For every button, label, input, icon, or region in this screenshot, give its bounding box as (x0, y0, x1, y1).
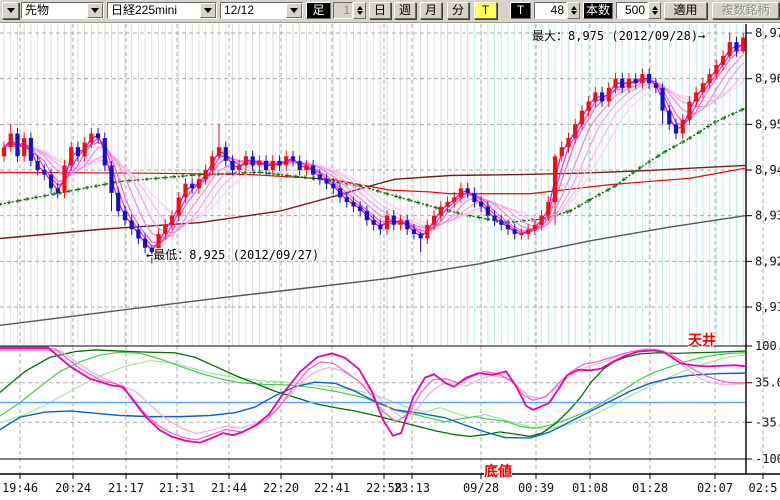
spinner-icon[interactable] (353, 2, 366, 19)
period-minute-button[interactable]: 分 (447, 2, 469, 19)
osc-mid-green (0, 351, 746, 430)
bar-count-stepper[interactable]: 500 (616, 2, 661, 19)
period-month-button[interactable]: 月 (420, 2, 442, 19)
svg-text:35.00: 35.00 (755, 376, 780, 390)
svg-text:8,965: 8,965 (755, 72, 780, 86)
bar-type-label: 足 (306, 2, 331, 19)
category-value: 先物 (25, 3, 50, 17)
svg-text:8,915: 8,915 (755, 300, 780, 314)
svg-text:22:41: 22:41 (314, 481, 350, 495)
svg-text:8,975: 8,975 (755, 26, 780, 40)
osc-blue (0, 372, 746, 439)
candlesticks (1, 33, 746, 264)
svg-text:100.00: 100.00 (755, 339, 780, 353)
svg-text:21:31: 21:31 (159, 481, 195, 495)
svg-text:02:5: 02:5 (749, 481, 778, 495)
bottom-label: 底値 (484, 463, 512, 479)
svg-text:8,945: 8,945 (755, 163, 780, 177)
period-week-button[interactable]: 週 (394, 2, 416, 19)
chevron-down-icon[interactable] (286, 3, 302, 18)
svg-text:22:20: 22:20 (263, 481, 299, 495)
min-price-annotation: ←最低：8,925 (2012/09/27) (146, 248, 320, 262)
svg-text:19:46: 19:46 (2, 481, 38, 495)
svg-text:21:44: 21:44 (211, 481, 247, 495)
ma-ribbon (3, 43, 744, 251)
svg-text:00:39: 00:39 (518, 481, 554, 495)
tick-count-value: 48 (534, 2, 567, 19)
osc-magenta (0, 346, 746, 444)
ma-red (0, 167, 746, 195)
contract-month-combobox[interactable]: 12/12 (220, 2, 303, 19)
osc-light-green (0, 354, 746, 430)
spinner-icon[interactable] (648, 2, 661, 19)
apply-button[interactable]: 適用 (664, 2, 707, 19)
ma-gray (0, 214, 746, 326)
chevron-down-icon[interactable] (200, 3, 216, 18)
max-price-annotation: 最大：8,975 (2012/09/28)→ (532, 29, 706, 43)
svg-text:22:58: 22:58 (366, 481, 402, 495)
toolbar: 先物 日経225mini 12/12 足 1 日 週 月 分 T T 48 本数… (0, 0, 780, 23)
svg-text:8,955: 8,955 (755, 117, 780, 131)
svg-text:21:17: 21:17 (108, 481, 144, 495)
spinner-icon[interactable] (567, 2, 580, 19)
period-tick-button[interactable]: T (474, 2, 497, 19)
symbol-value: 日経225mini (111, 3, 178, 17)
category-combobox[interactable]: 先物 (21, 2, 104, 19)
svg-text:23:13: 23:13 (394, 481, 430, 495)
ma-maroon (0, 164, 746, 240)
svg-text:02:07: 02:07 (697, 481, 733, 495)
interval-stepper[interactable]: 1 (333, 2, 366, 19)
svg-text:20:24: 20:24 (55, 481, 91, 495)
osc-dark-green (0, 349, 746, 438)
ceiling-label: 天井 (688, 332, 716, 348)
chart-canvas: 8,975 8,965 8,955 8,945 8,935 8,925 8,915 100.0… (0, 24, 780, 495)
contract-month-value: 12/12 (224, 3, 255, 17)
bar-count-label: 本数 (583, 2, 613, 19)
chevron-down-icon[interactable] (87, 3, 103, 18)
interval-value: 1 (333, 2, 353, 19)
svg-text:-35.00: -35.00 (755, 415, 780, 429)
period-day-button[interactable]: 日 (369, 2, 391, 19)
svg-text:01:28: 01:28 (632, 481, 668, 495)
symbol-combobox[interactable]: 日経225mini (107, 2, 217, 19)
svg-text:-100.0: -100.0 (755, 452, 780, 466)
osc-mid-pink (0, 348, 745, 441)
multi-symbol-button[interactable]: 複数銘柄 (712, 2, 779, 19)
tick-count-label: T (510, 2, 531, 19)
chart-menu-dropdown-button[interactable] (2, 2, 19, 19)
ma-green-dotted (0, 107, 746, 225)
tick-count-stepper[interactable]: 48 (534, 2, 580, 19)
svg-text:09/28: 09/28 (463, 481, 499, 495)
bar-count-value: 500 (616, 2, 648, 19)
svg-text:8,935: 8,935 (755, 209, 780, 223)
chevron-down-icon (6, 8, 15, 13)
svg-text:01:08: 01:08 (572, 481, 608, 495)
svg-text:8,925: 8,925 (755, 254, 780, 268)
